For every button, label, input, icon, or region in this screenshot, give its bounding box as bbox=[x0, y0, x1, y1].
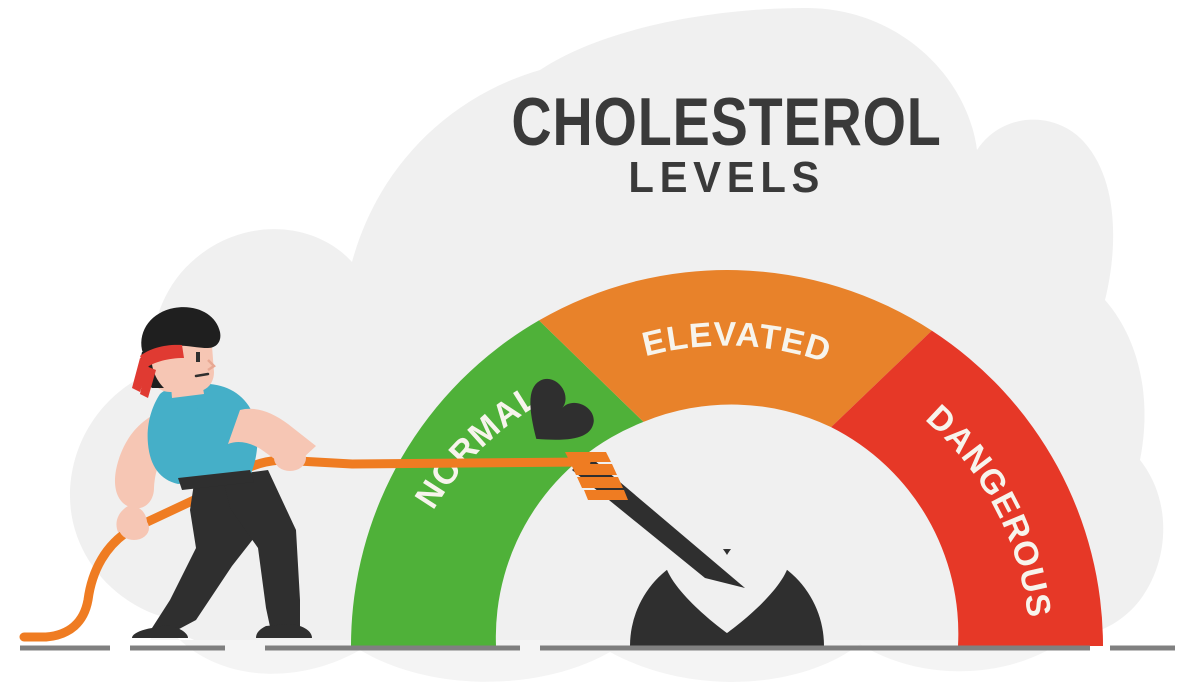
gauge-zone-elevated bbox=[539, 269, 932, 428]
character-belt bbox=[178, 470, 254, 490]
character-headband-tail-1 bbox=[132, 358, 150, 392]
character-headband bbox=[140, 344, 184, 368]
title-line-1: CHOLESTEROL bbox=[511, 85, 941, 160]
character-mouth bbox=[194, 372, 210, 378]
character-eye bbox=[196, 352, 200, 362]
gauge-zone-dangerous bbox=[831, 330, 1103, 646]
title-line-2: LEVELS bbox=[628, 153, 825, 202]
needle-heart-tip bbox=[530, 378, 594, 440]
character-hand-front bbox=[274, 445, 306, 471]
character-headband-tail-2 bbox=[140, 366, 156, 398]
character-front-shoe bbox=[256, 624, 312, 638]
rope-knot bbox=[565, 452, 628, 500]
page-title: CHOLESTEROL LEVELS bbox=[511, 85, 941, 202]
gauge-zone-normal bbox=[351, 320, 644, 646]
character-wrist bbox=[116, 506, 148, 532]
character-front-leg bbox=[222, 470, 300, 636]
character-hair bbox=[141, 307, 221, 362]
character-nose bbox=[207, 359, 216, 372]
gauge-hub bbox=[630, 549, 824, 646]
character-back-shoe bbox=[132, 625, 188, 638]
gauge-dial: NORMAL ELEVATED DANGEROUS bbox=[351, 269, 1103, 646]
character-rope-puller bbox=[114, 307, 316, 638]
